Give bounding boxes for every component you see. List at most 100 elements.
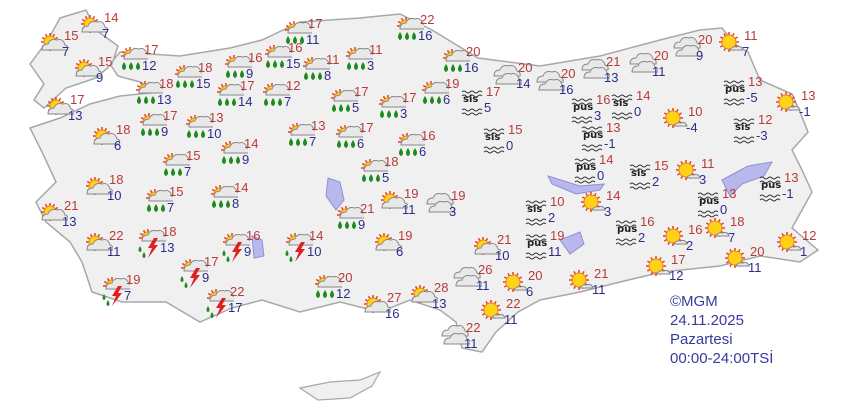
map-footer: ©MGM 24.11.2025 Pazartesi 00:00-24:00TSİ bbox=[670, 292, 773, 368]
low-temperature: 9 bbox=[358, 217, 366, 232]
station: 17 9 bbox=[137, 108, 197, 148]
high-temperature: 21 bbox=[594, 266, 609, 281]
high-temperature: 19 bbox=[404, 186, 419, 201]
low-temperature: 13 bbox=[68, 108, 83, 123]
rain-icon bbox=[331, 89, 358, 112]
station: 19 6 bbox=[419, 76, 479, 116]
station: 12 1 bbox=[776, 228, 836, 268]
land-cyprus bbox=[298, 370, 382, 401]
low-temperature: 0 bbox=[597, 168, 605, 183]
high-temperature: 19 bbox=[550, 228, 565, 243]
low-temperature: 9 bbox=[96, 70, 104, 85]
low-temperature: 2 bbox=[652, 174, 660, 189]
low-temperature: 13 bbox=[432, 296, 447, 311]
partly-cloudy-icon bbox=[474, 237, 501, 255]
partly-cloudy-icon bbox=[364, 295, 391, 313]
low-temperature: 16 bbox=[418, 28, 433, 43]
station: 15 7 bbox=[38, 28, 98, 68]
rain-icon bbox=[361, 159, 388, 182]
low-temperature: 7 bbox=[167, 200, 175, 215]
station: 15 9 bbox=[72, 54, 132, 94]
rain-icon bbox=[422, 81, 449, 104]
sunny-cloud-icon bbox=[676, 160, 701, 180]
high-temperature: 16 bbox=[688, 222, 703, 237]
station: 10 -4 bbox=[662, 104, 722, 144]
thunderstorm-icon bbox=[138, 229, 166, 258]
condition-label: sis bbox=[463, 94, 479, 105]
condition-label: sis bbox=[527, 204, 543, 215]
station: 20 11 bbox=[724, 244, 784, 284]
low-temperature: 11 bbox=[748, 260, 762, 275]
high-temperature: 26 bbox=[478, 262, 493, 277]
low-temperature: 17 bbox=[228, 300, 243, 315]
high-temperature: 19 bbox=[445, 76, 460, 91]
low-temperature: 9 bbox=[161, 124, 169, 139]
rain-icon bbox=[186, 115, 213, 138]
low-temperature: 11 bbox=[504, 312, 518, 327]
high-temperature: 22 bbox=[466, 320, 481, 335]
high-temperature: 13 bbox=[801, 88, 816, 103]
high-temperature: 21 bbox=[64, 198, 79, 213]
partly-cloudy-icon bbox=[75, 59, 102, 77]
cloudy-icon bbox=[673, 37, 702, 57]
low-temperature: 3 bbox=[367, 58, 375, 73]
low-temperature: 3 bbox=[699, 172, 707, 187]
station: 13 7 bbox=[285, 118, 345, 158]
high-temperature: 19 bbox=[398, 228, 413, 243]
station: 17 6 bbox=[333, 120, 393, 160]
low-temperature: 13 bbox=[604, 70, 619, 85]
high-temperature: 14 bbox=[104, 10, 119, 25]
high-temperature: 18 bbox=[116, 122, 131, 137]
cloudy-icon bbox=[493, 65, 522, 85]
low-temperature: 12 bbox=[142, 58, 157, 73]
thunderstorm-icon bbox=[285, 233, 313, 262]
low-temperature: 16 bbox=[464, 60, 479, 75]
thunderstorm-icon bbox=[206, 289, 234, 318]
low-temperature: 12 bbox=[336, 286, 351, 301]
station: 17 14 bbox=[214, 78, 274, 118]
lake-egirdir bbox=[251, 235, 265, 259]
station: 11 7 bbox=[718, 28, 778, 68]
station: pus 19 11 bbox=[524, 228, 584, 268]
sunny-cloud-icon bbox=[569, 270, 594, 290]
low-temperature: 3 bbox=[400, 106, 408, 121]
low-temperature: 9 bbox=[244, 244, 252, 259]
high-temperature: 17 bbox=[402, 90, 417, 105]
high-temperature: 14 bbox=[606, 188, 621, 203]
high-temperature: 20 bbox=[466, 44, 481, 59]
fog-icon bbox=[525, 200, 547, 226]
partly-cloudy-icon bbox=[375, 233, 402, 251]
high-temperature: 20 bbox=[654, 48, 669, 63]
cloudy-icon bbox=[629, 53, 658, 73]
station: 18 15 bbox=[172, 60, 232, 100]
fog-icon bbox=[461, 90, 483, 116]
high-temperature: 10 bbox=[550, 194, 565, 209]
station: 18 10 bbox=[83, 172, 143, 212]
high-temperature: 20 bbox=[518, 60, 533, 75]
lake-van bbox=[721, 161, 773, 197]
partly-cloudy-icon bbox=[93, 127, 120, 145]
rain-icon bbox=[211, 185, 238, 208]
low-temperature: 7 bbox=[284, 94, 292, 109]
high-temperature: 19 bbox=[451, 188, 466, 203]
high-temperature: 11 bbox=[369, 42, 383, 57]
sunny-cloud-icon bbox=[725, 248, 750, 268]
high-temperature: 22 bbox=[109, 228, 124, 243]
low-temperature: 9 bbox=[696, 48, 704, 63]
low-temperature: -1 bbox=[604, 136, 616, 151]
rain-icon bbox=[140, 113, 167, 136]
low-temperature: 16 bbox=[559, 82, 574, 97]
high-temperature: 13 bbox=[748, 74, 763, 89]
high-temperature: 13 bbox=[606, 120, 621, 135]
cloudy-icon bbox=[441, 325, 470, 345]
rain-icon bbox=[303, 57, 330, 80]
low-temperature: 3 bbox=[604, 204, 612, 219]
station: 11 8 bbox=[300, 52, 360, 92]
station: 15 7 bbox=[160, 148, 220, 188]
low-temperature: 0 bbox=[634, 104, 642, 119]
sunny-cloud-icon bbox=[705, 218, 730, 238]
station: 18 5 bbox=[358, 154, 418, 194]
high-temperature: 13 bbox=[209, 110, 224, 125]
low-temperature: 11 bbox=[107, 244, 121, 259]
low-temperature: -3 bbox=[756, 128, 768, 143]
